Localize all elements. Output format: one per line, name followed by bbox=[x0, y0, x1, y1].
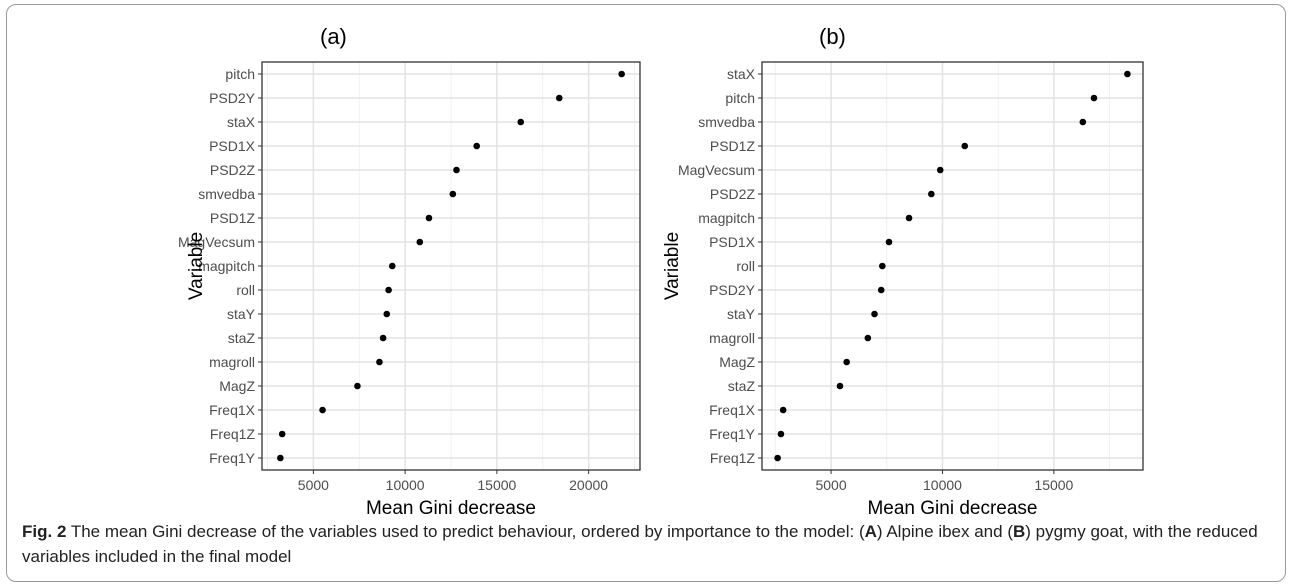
data-point bbox=[1090, 94, 1098, 102]
caption-fig-label: Fig. 2 bbox=[22, 522, 67, 541]
y-tick-label: PSD2Z bbox=[210, 162, 256, 178]
y-tick-label: PSD1Z bbox=[210, 210, 256, 226]
y-tick-label: roll bbox=[236, 282, 255, 298]
x-tick-label: 5000 bbox=[815, 477, 846, 493]
data-point bbox=[383, 310, 391, 318]
y-tick-label: MagZ bbox=[719, 354, 755, 370]
data-point bbox=[885, 238, 893, 246]
data-point bbox=[388, 262, 396, 270]
data-point bbox=[385, 286, 392, 294]
data-point bbox=[449, 190, 457, 198]
caption-text-3: ) pygmy goat, with the reduced variables… bbox=[22, 522, 1258, 566]
y-tick-label: MagZ bbox=[219, 378, 255, 394]
chart-panel-a: pitch PSD2Y staX PSD1X PSD2Z smvedba PSD1Z MagV… bbox=[178, 24, 641, 519]
caption-panel-b: B bbox=[1012, 522, 1026, 541]
y-tick-label: PSD2Y bbox=[709, 282, 756, 298]
y-tick-label: pitch bbox=[225, 66, 255, 82]
y-tick-label: Freq1Z bbox=[210, 426, 256, 442]
y-tick-label: PSD1X bbox=[209, 138, 256, 154]
data-point bbox=[425, 214, 433, 222]
x-tick-label: 15000 bbox=[477, 477, 516, 493]
x-tick-label: 5000 bbox=[298, 477, 329, 493]
data-point bbox=[319, 406, 326, 414]
data-point bbox=[376, 358, 383, 366]
y-axis-title: Variable bbox=[662, 232, 683, 300]
figure-caption: Fig. 2 The mean Gini decrease of the var… bbox=[22, 519, 1262, 569]
data-point bbox=[836, 382, 844, 390]
y-tick-label: magpitch bbox=[698, 210, 755, 226]
caption-text-2: ) Alpine ibex and ( bbox=[876, 522, 1013, 541]
y-axis-title: Variable bbox=[186, 232, 207, 300]
data-point bbox=[777, 430, 785, 438]
y-tick-label: smvedba bbox=[198, 186, 255, 202]
data-point bbox=[877, 286, 885, 294]
y-tick-label: magpitch bbox=[198, 258, 255, 274]
y-tick-label: PSD1Z bbox=[710, 138, 756, 154]
y-tick-label: Freq1Y bbox=[209, 450, 256, 466]
x-axis-title: Mean Gini decrease bbox=[366, 498, 536, 519]
y-tick-label: magroll bbox=[709, 330, 755, 346]
y-tick-label: staY bbox=[727, 306, 756, 322]
data-point bbox=[936, 166, 944, 174]
caption-text-1: The mean Gini decrease of the variables … bbox=[66, 522, 865, 541]
data-point bbox=[416, 238, 424, 246]
x-tick-label: 10000 bbox=[923, 477, 962, 493]
data-point bbox=[1124, 70, 1131, 78]
chart-panel-b: staX pitch smvedba PSD1Z MagVecsum PSD2Z magpi… bbox=[662, 24, 1144, 519]
x-tick-label: 20000 bbox=[569, 477, 608, 493]
data-point bbox=[779, 406, 787, 414]
data-point bbox=[871, 310, 878, 318]
y-tick-label: Freq1X bbox=[209, 402, 256, 418]
panel-label: (b) bbox=[819, 24, 846, 49]
data-point bbox=[618, 70, 625, 78]
y-tick-label: smvedba bbox=[698, 114, 755, 130]
y-tick-label: Freq1X bbox=[709, 402, 756, 418]
data-point bbox=[1079, 118, 1087, 126]
y-tick-label: staZ bbox=[728, 378, 756, 394]
panel-label: (a) bbox=[320, 24, 347, 49]
x-tick-label: 15000 bbox=[1034, 477, 1073, 493]
data-point bbox=[473, 142, 480, 150]
data-point bbox=[879, 262, 886, 270]
data-point bbox=[555, 94, 563, 102]
data-point bbox=[517, 118, 525, 126]
data-point bbox=[354, 382, 361, 390]
y-tick-label: magroll bbox=[209, 354, 255, 370]
data-point bbox=[379, 334, 387, 342]
y-tick-label: Freq1Y bbox=[709, 426, 756, 442]
data-point bbox=[774, 454, 781, 462]
x-tick-label: 10000 bbox=[386, 477, 425, 493]
caption-panel-a: A bbox=[864, 522, 877, 541]
y-tick-label: pitch bbox=[725, 90, 755, 106]
y-tick-label: Freq1Z bbox=[710, 450, 756, 466]
y-tick-label: PSD2Z bbox=[710, 186, 756, 202]
y-tick-label: PSD1X bbox=[709, 234, 756, 250]
data-point bbox=[843, 358, 850, 366]
data-point bbox=[278, 430, 286, 438]
y-tick-label: staX bbox=[227, 114, 256, 130]
y-tick-label: staY bbox=[227, 306, 256, 322]
data-point bbox=[864, 334, 872, 342]
y-tick-label: MagVecsum bbox=[678, 162, 755, 178]
data-point bbox=[928, 190, 935, 198]
data-point bbox=[961, 142, 969, 150]
y-tick-label: PSD2Y bbox=[209, 90, 256, 106]
data-point bbox=[453, 166, 460, 174]
data-point bbox=[905, 214, 913, 222]
x-axis-title: Mean Gini decrease bbox=[867, 498, 1037, 519]
y-tick-label: MagVecsum bbox=[178, 234, 255, 250]
y-tick-label: staZ bbox=[228, 330, 256, 346]
data-point bbox=[277, 454, 284, 462]
y-tick-label: roll bbox=[736, 258, 755, 274]
y-tick-label: staX bbox=[727, 66, 756, 82]
